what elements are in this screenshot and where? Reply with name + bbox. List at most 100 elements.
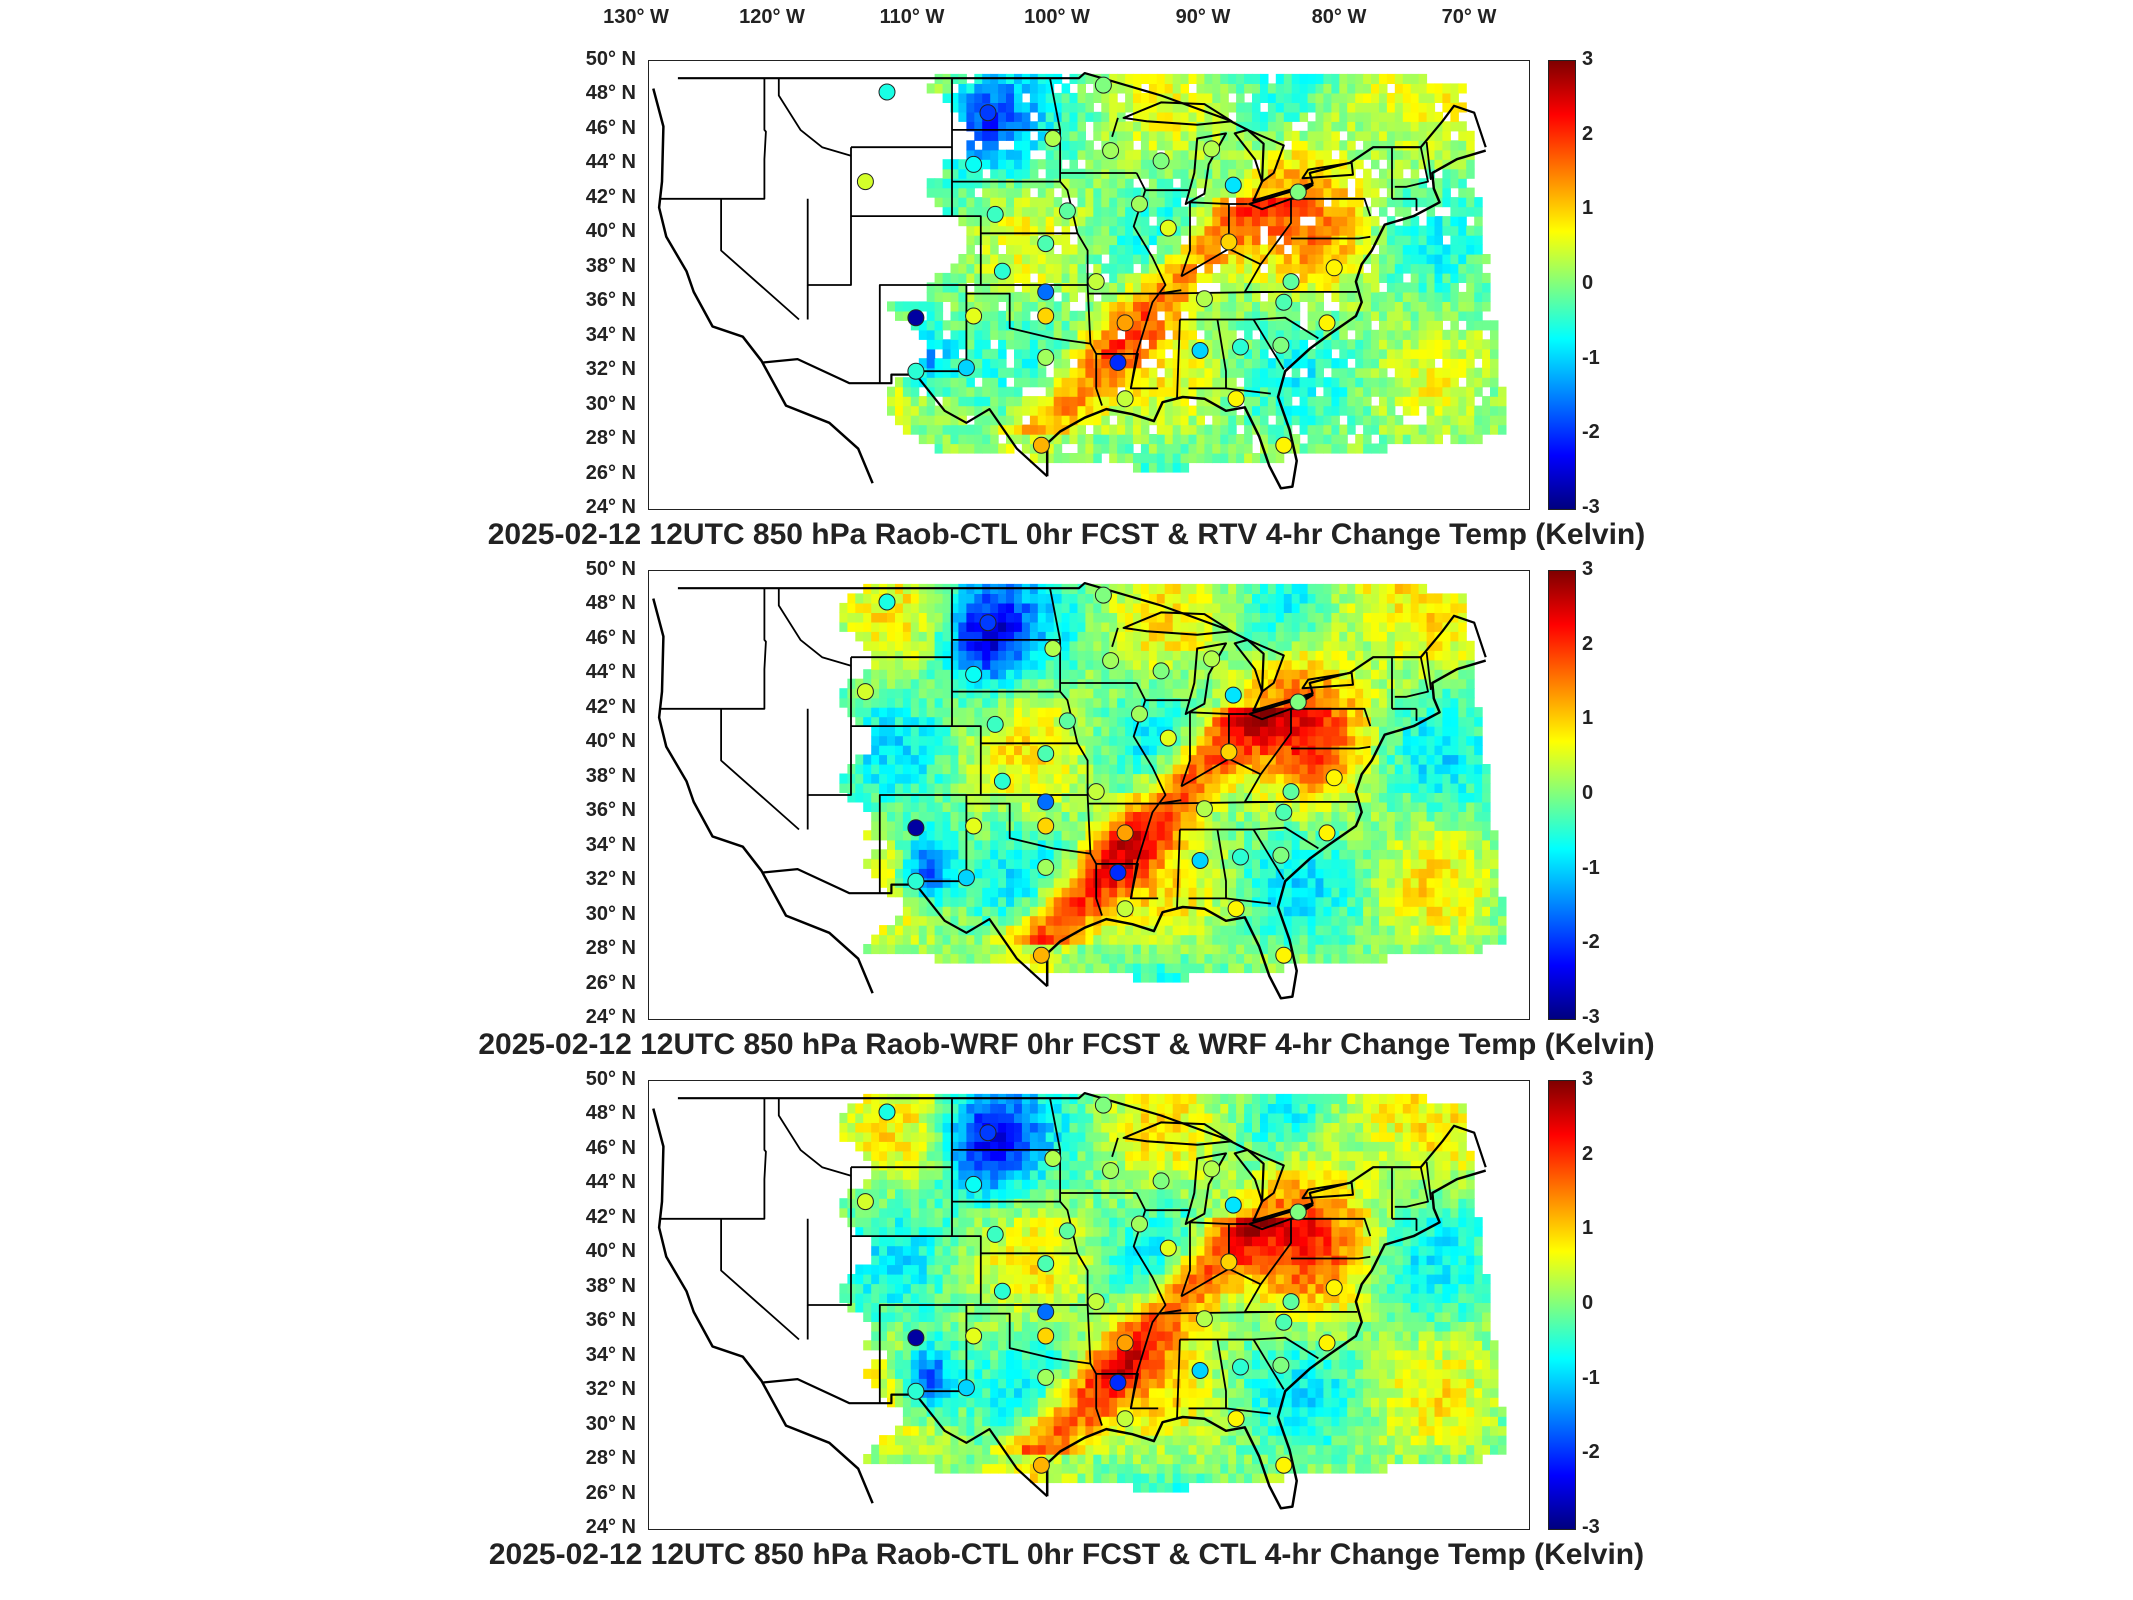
colorbar-tick-label: 0 (1582, 272, 1594, 294)
raob-station-marker (1044, 1150, 1062, 1167)
longitude-label: 90° W (1175, 6, 1231, 28)
latitude-label: 50° N (585, 558, 636, 580)
latitude-label: 34° N (585, 1343, 636, 1366)
latitude-label: 48° N (585, 82, 636, 105)
raob-station-marker (1037, 1303, 1055, 1321)
raob-station-marker (993, 772, 1011, 790)
colorbar-tick-label: -3 (1582, 1516, 1600, 1538)
colorbar-tick-label: 3 (1582, 558, 1594, 580)
longitude-label: 130° W (603, 6, 669, 28)
latitude-label: 28° N (585, 1447, 636, 1470)
raob-station-marker (1116, 900, 1134, 918)
latitude-label: 26° N (585, 1481, 636, 1504)
raob-station-marker (1275, 1313, 1293, 1331)
panel-title: 2025-02-12 12UTC 850 hPa Raob-CTL 0hr FC… (488, 1538, 1645, 1571)
raob-station-marker (1032, 1456, 1050, 1474)
raob-station-marker (1275, 1456, 1293, 1474)
raob-station-marker (1037, 235, 1055, 253)
colorbar-tick-label: -1 (1582, 856, 1600, 879)
latitude-label: 46° N (585, 1136, 636, 1159)
longitude-axis: 130° W 120° W 110° W 100° W 90° W 80° W 70° W (0, 0, 2133, 40)
latitude-label: 44° N (585, 151, 636, 174)
raob-station-marker (1159, 1239, 1177, 1257)
boundary-lines (652, 582, 1487, 1000)
raob-station-marker (1037, 793, 1055, 811)
raob-station-marker (1195, 290, 1213, 308)
raob-station-marker (1272, 846, 1290, 864)
colorbar-tick-label: -2 (1582, 1441, 1600, 1464)
raob-station-marker (1224, 686, 1242, 704)
colorbar-tick-label: -3 (1582, 1006, 1600, 1028)
colorbar-tick-label: 1 (1582, 1217, 1594, 1240)
raob-station-marker (965, 1175, 983, 1193)
raob-station-marker (907, 309, 925, 327)
latitude-label: 44° N (585, 1171, 636, 1194)
raob-station-marker (1232, 1358, 1249, 1376)
latitude-label: 48° N (585, 1102, 636, 1125)
raob-station-marker (1087, 273, 1105, 291)
raob-station-marker (1094, 586, 1112, 604)
panel-title: 2025-02-12 12UTC 850 hPa Raob-CTL 0hr FC… (487, 518, 1646, 551)
raob-station-marker (1058, 1222, 1076, 1240)
raob-station-marker (1037, 1327, 1055, 1345)
raob-stations (856, 76, 1343, 454)
raob-station-marker (1102, 652, 1120, 670)
raob-station-marker (1227, 1410, 1245, 1428)
raob-station-marker (965, 1327, 983, 1345)
raob-station-marker (1227, 390, 1245, 408)
colorbar (1548, 1080, 1576, 1530)
latitude-label: 50° N (585, 48, 636, 70)
raob-station-marker (1152, 662, 1170, 680)
raob-station-marker (1037, 307, 1055, 325)
raob-station-marker (1275, 803, 1293, 821)
raob-station-marker (1232, 848, 1249, 866)
raob-station-marker (1232, 338, 1249, 356)
temperature-field (839, 1093, 1507, 1493)
raob-station-marker (986, 1225, 1004, 1243)
raob-station-marker (965, 817, 983, 835)
colorbar-tick-label: 3 (1582, 48, 1594, 70)
colorbar-tick-label: 2 (1582, 632, 1594, 655)
latitude-label: 34° N (585, 833, 636, 856)
raob-station-marker (957, 359, 975, 377)
raob-station-marker (907, 872, 925, 890)
latitude-label: 48° N (585, 592, 636, 615)
longitude-label: 100° W (1024, 6, 1090, 28)
latitude-label: 32° N (585, 1378, 636, 1401)
raob-station-marker (1109, 864, 1127, 881)
raob-stations (856, 586, 1343, 964)
raob-station-marker (1282, 273, 1300, 291)
raob-station-marker (1325, 769, 1343, 787)
raob-station-marker (878, 593, 896, 611)
colorbar-tick-label: -1 (1582, 1366, 1600, 1389)
raob-station-marker (1159, 219, 1177, 237)
raob-station-marker (1044, 640, 1062, 657)
latitude-label: 30° N (585, 902, 636, 925)
raob-station-marker (1159, 729, 1177, 747)
raob-station-marker (965, 155, 983, 173)
raob-station-marker (1131, 705, 1148, 723)
raob-station-marker (1275, 946, 1293, 964)
raob-station-marker (1044, 130, 1062, 147)
raob-station-marker (1325, 1279, 1343, 1297)
raob-station-marker (979, 1124, 997, 1142)
raob-station-marker (1152, 1172, 1170, 1190)
latitude-label: 38° N (585, 254, 636, 277)
raob-station-marker (957, 1379, 975, 1397)
latitude-label: 40° N (585, 730, 636, 753)
raob-station-marker (1318, 314, 1336, 332)
raob-station-marker (1116, 824, 1134, 842)
latitude-label: 38° N (585, 764, 636, 787)
latitude-label: 26° N (585, 971, 636, 994)
raob-station-marker (1220, 1253, 1238, 1271)
raob-station-marker (1203, 650, 1221, 668)
raob-station-marker (856, 683, 874, 701)
raob-station-marker (1087, 1293, 1105, 1311)
latitude-label: 30° N (585, 392, 636, 415)
raob-station-marker (1116, 1334, 1134, 1352)
colorbar-tick-label: -3 (1582, 496, 1600, 518)
latitude-label: 34° N (585, 323, 636, 346)
raob-station-marker (1220, 743, 1238, 761)
latitude-label: 38° N (585, 1274, 636, 1297)
raob-station-marker (1272, 1356, 1290, 1374)
